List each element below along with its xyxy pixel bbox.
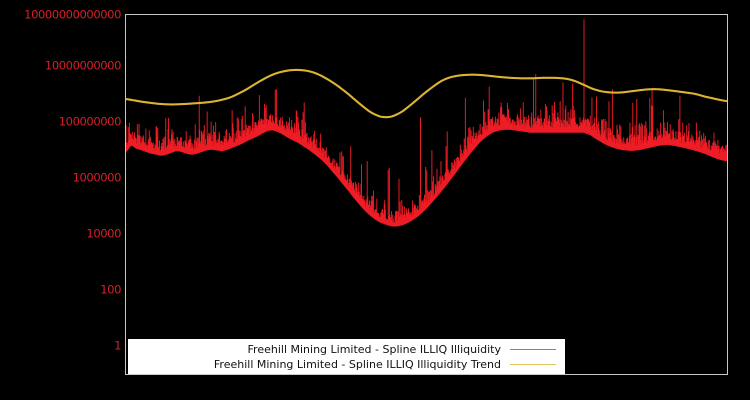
plot-area: [125, 14, 728, 375]
legend-line-swatch-red: [510, 348, 556, 350]
chart-legend: Freehill Mining Limited - Spline ILLIQ I…: [128, 339, 565, 374]
legend-item-trend: Freehill Mining Limited - Spline ILLIQ I…: [129, 357, 564, 372]
y-tick-label: 10000000000: [44, 58, 121, 73]
series-canvas: [126, 19, 727, 227]
y-tick-label: 10000: [86, 226, 121, 241]
legend-label: Freehill Mining Limited - Spline ILLIQ I…: [213, 357, 501, 371]
y-tick-label: 1: [114, 338, 121, 353]
legend-line-swatch-gold: [510, 363, 556, 365]
y-tick-label: 100000000: [58, 114, 122, 129]
legend-label: Freehill Mining Limited - Spline ILLIQ I…: [247, 342, 501, 356]
y-tick-label: 100: [100, 282, 121, 297]
y-tick-label: 10000000000000: [24, 7, 121, 22]
y-tick-label: 1000000: [72, 170, 122, 185]
y-axis: 10000000000000 10000000000 100000000 100…: [0, 0, 121, 400]
legend-item-illiquidity: Freehill Mining Limited - Spline ILLIQ I…: [129, 342, 564, 357]
